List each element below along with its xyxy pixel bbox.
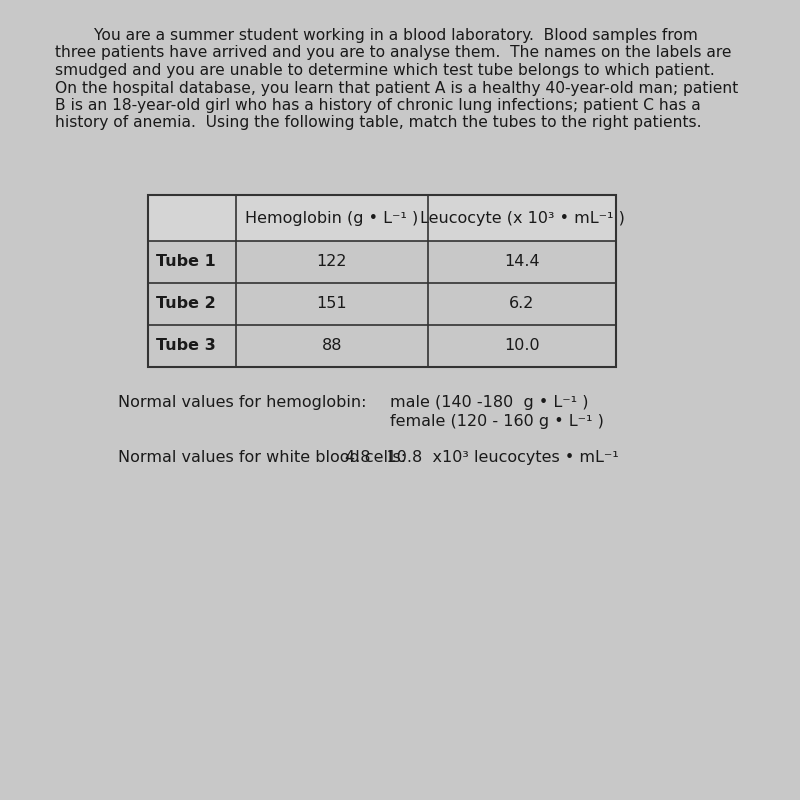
Text: 4.8 - 10.8  x10³ leucocytes • mL⁻¹: 4.8 - 10.8 x10³ leucocytes • mL⁻¹ (345, 450, 618, 465)
Text: Leucocyte (x 10³ • mL⁻¹ ): Leucocyte (x 10³ • mL⁻¹ ) (419, 210, 625, 226)
Text: 6.2: 6.2 (510, 297, 534, 311)
Bar (148, 195, 616, 241)
Text: Tube 2: Tube 2 (156, 297, 216, 311)
Text: 122: 122 (317, 254, 347, 270)
Text: history of anemia.  Using the following table, match the tubes to the right pati: history of anemia. Using the following t… (55, 115, 702, 130)
Text: 10.0: 10.0 (504, 338, 540, 354)
Text: female (120 - 160 g • L⁻¹ ): female (120 - 160 g • L⁻¹ ) (390, 414, 604, 429)
Bar (148, 195, 616, 367)
Text: You are a summer student working in a blood laboratory.  Blood samples from: You are a summer student working in a bl… (55, 28, 698, 43)
Text: On the hospital database, you learn that patient A is a healthy 40-year-old man;: On the hospital database, you learn that… (55, 81, 738, 95)
Text: smudged and you are unable to determine which test tube belongs to which patient: smudged and you are unable to determine … (55, 63, 714, 78)
Text: 88: 88 (322, 338, 342, 354)
Text: Hemoglobin (g • L⁻¹ ): Hemoglobin (g • L⁻¹ ) (246, 210, 418, 226)
Text: Tube 1: Tube 1 (156, 254, 216, 270)
Text: 151: 151 (317, 297, 347, 311)
Text: Normal values for white blood cells:: Normal values for white blood cells: (118, 450, 406, 465)
Text: Normal values for hemoglobin:: Normal values for hemoglobin: (118, 395, 366, 410)
Text: 14.4: 14.4 (504, 254, 540, 270)
Text: Tube 3: Tube 3 (156, 338, 216, 354)
Text: B is an 18-year-old girl who has a history of chronic lung infections; patient C: B is an 18-year-old girl who has a histo… (55, 98, 701, 113)
Text: three patients have arrived and you are to analyse them.  The names on the label: three patients have arrived and you are … (55, 46, 731, 61)
Text: male (140 -180  g • L⁻¹ ): male (140 -180 g • L⁻¹ ) (390, 395, 589, 410)
